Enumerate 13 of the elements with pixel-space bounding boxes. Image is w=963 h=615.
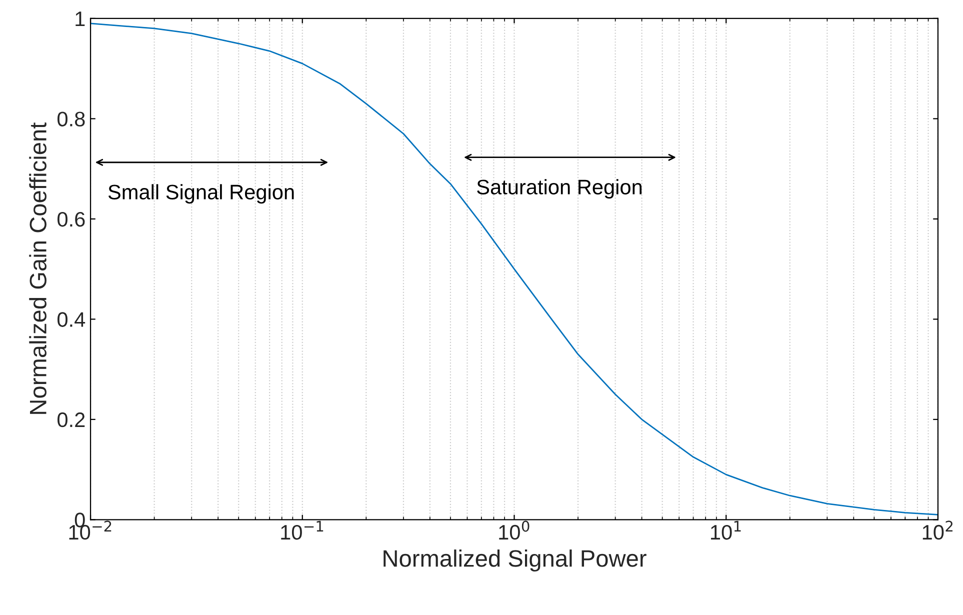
- y-tick-label: 0.6: [58, 212, 85, 227]
- x-tick-label: 10$^{−1}$: [281, 520, 324, 540]
- y-tick-label: 0.8: [58, 112, 85, 126]
- x-tick-label: 10$^{0}$: [499, 520, 530, 540]
- y-tick-label: 0.4: [58, 312, 86, 327]
- annotation: Small Signal Region: [108, 184, 294, 204]
- x-axis-title: Normalized Signal Power: [384, 550, 646, 572]
- x-tick-label: 10$^{1}$: [711, 520, 741, 540]
- y-tick-label: 1: [76, 12, 85, 26]
- y-axis-title: Normalized Gain Coefficient: [29, 122, 46, 414]
- x-tick-label: 10$^{2}$: [922, 520, 952, 540]
- y-tick-label: 0.2: [58, 412, 85, 428]
- annotation: Saturation Region: [477, 179, 642, 199]
